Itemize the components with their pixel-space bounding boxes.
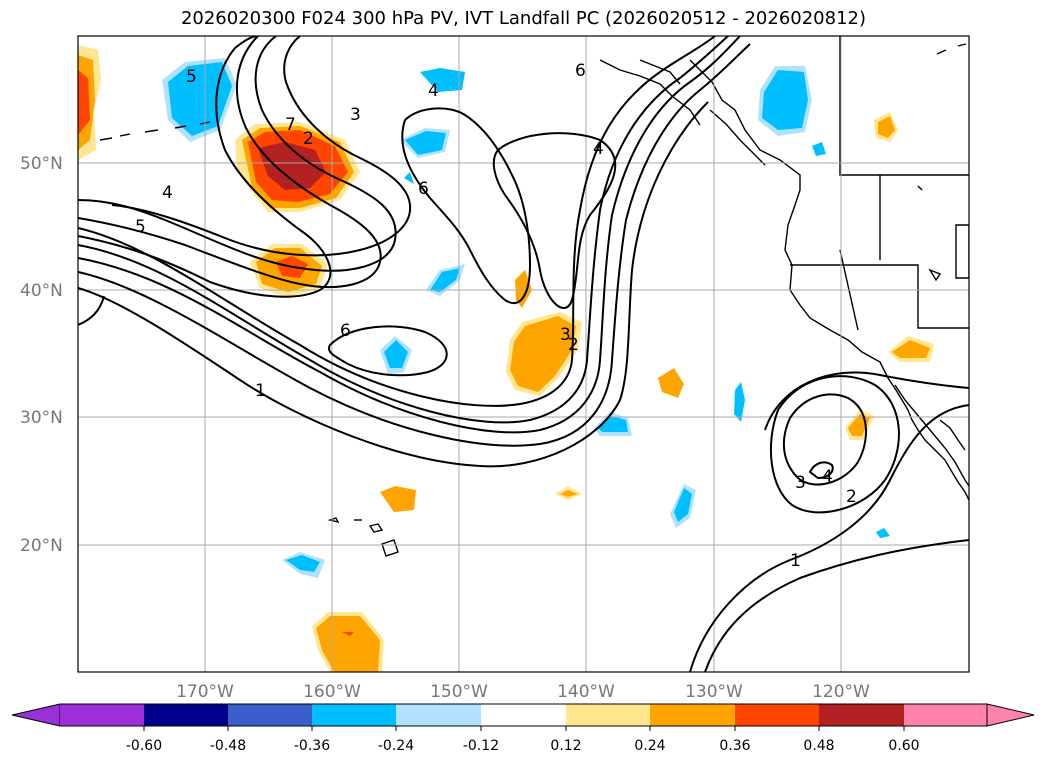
lon-tick-label: 120°W [812, 682, 870, 702]
colorbar-bin [481, 704, 566, 726]
colorbar-bin [819, 704, 904, 726]
colorbar-bin [904, 704, 987, 726]
colorbar-label: -0.60 [126, 738, 162, 754]
shade-blob [380, 336, 412, 374]
colorbar-label: 0.48 [803, 738, 834, 754]
colorbar-label: -0.48 [210, 738, 246, 754]
ivt-contours [78, 36, 969, 672]
colorbar-under-arrow [11, 703, 61, 727]
colorbar-bin [144, 704, 228, 726]
colorbar-bin [60, 704, 144, 726]
contour-label: 1 [255, 381, 266, 401]
contour-label: 2 [568, 335, 579, 355]
colorbar-label: -0.12 [463, 738, 499, 754]
contour-label: 2 [303, 129, 314, 149]
lat-tick-label: 30°N [20, 408, 63, 428]
colorbar-label: -0.36 [294, 738, 330, 754]
lon-tick-label: 150°W [430, 682, 488, 702]
contour-label: 1 [790, 551, 801, 571]
shade-blob [506, 312, 582, 396]
contour-label: 5 [135, 217, 146, 237]
shade-blob [734, 382, 745, 422]
shade-blob [888, 336, 934, 362]
shade-blob [670, 484, 696, 528]
lat-tick-label: 50°N [20, 154, 63, 174]
lon-tick-label: 170°W [176, 682, 234, 702]
contour-label: 6 [340, 321, 351, 341]
shade-blob [426, 264, 465, 296]
coastlines [99, 36, 969, 557]
shade-blob [555, 486, 582, 500]
shade-blob [235, 122, 360, 212]
colorbar-label: 0.36 [719, 738, 750, 754]
contour-label: 4 [593, 139, 604, 159]
lat-tick-label: 40°N [20, 281, 63, 301]
colorbar-label: 0.12 [550, 738, 581, 754]
shade-blob [876, 528, 890, 538]
shade-blob [758, 66, 812, 136]
contour-label: 5 [186, 67, 197, 87]
shade-blob [380, 486, 416, 512]
contour-label: 6 [418, 179, 429, 199]
shade-blob [404, 172, 414, 184]
shade-blob [78, 45, 101, 160]
colorbar-label: -0.24 [378, 738, 414, 754]
contour-label: 3 [350, 105, 361, 125]
lon-axis: 170°W 160°W 150°W 140°W 130°W 120°W [176, 682, 870, 702]
shade-blob [400, 128, 450, 158]
shade-blob [658, 368, 684, 398]
shade-blob [420, 68, 465, 92]
lon-tick-label: 140°W [557, 682, 615, 702]
map-frame [77, 35, 970, 673]
contour-label: 4 [162, 183, 173, 203]
contour-label: 3 [795, 473, 806, 493]
shade-blob [874, 112, 898, 142]
lat-tick-label: 20°N [20, 536, 63, 556]
contour-label: 2 [846, 487, 857, 507]
shade-blob [812, 142, 826, 156]
contour-labels: 6 4 7 2 3 5 4 5 6 6 [135, 61, 604, 341]
colorbar: -0.60 -0.48 -0.36 -0.24 -0.12 0.12 0.24 … [11, 703, 1035, 754]
colorbar-bin [396, 704, 481, 726]
lat-axis: 50°N 40°N 30°N 20°N [20, 154, 63, 556]
colorbar-over-arrow [986, 703, 1035, 727]
contour-label: 6 [575, 61, 586, 81]
colorbar-bin [228, 704, 312, 726]
contour-label: 7 [285, 115, 296, 135]
contour-label: 4 [428, 81, 439, 101]
colorbar-bin [566, 704, 650, 726]
colorbar-bin [312, 704, 396, 726]
contour-label: 4 [822, 467, 833, 487]
contour-labels-east: 4 3 2 1 3 4 2 1 [255, 81, 857, 571]
colorbar-bin [650, 704, 735, 726]
colorbar-label: 0.60 [888, 738, 919, 754]
contour-label: 3 [560, 325, 571, 345]
colorbar-bin [735, 704, 819, 726]
shade-blob [594, 412, 632, 436]
map-title: 2026020300 F024 300 hPa PV, IVT Landfall… [180, 8, 867, 29]
lon-tick-label: 160°W [303, 682, 361, 702]
shade-blob [282, 552, 325, 578]
colorbar-label: 0.24 [634, 738, 665, 754]
shade-blob [515, 270, 532, 308]
lon-tick-label: 130°W [685, 682, 743, 702]
